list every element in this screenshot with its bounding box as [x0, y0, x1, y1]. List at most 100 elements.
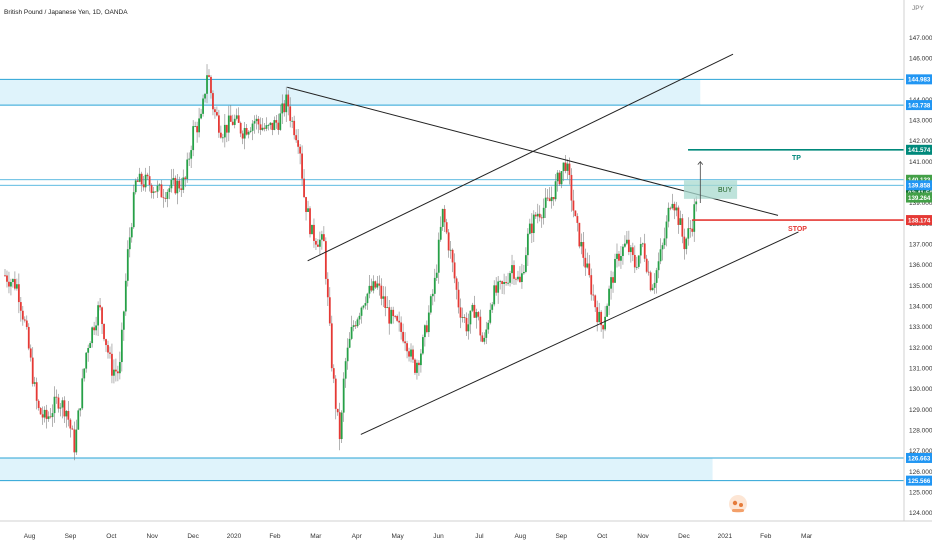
tp-label: TP	[792, 155, 801, 162]
candle-up	[517, 276, 519, 280]
candle-up	[186, 159, 189, 180]
candle-down	[27, 326, 30, 349]
y-tick-label: 135.000	[909, 283, 932, 290]
candle-down	[115, 369, 117, 372]
candle-up	[616, 253, 618, 259]
candle-up	[91, 327, 94, 344]
candle-up	[544, 197, 547, 208]
candle-up	[307, 208, 309, 212]
candle-up	[449, 249, 452, 251]
candle-up	[580, 242, 583, 247]
candle-down	[326, 278, 329, 298]
tradingview-logo[interactable]	[729, 495, 747, 513]
candle-up	[285, 94, 288, 113]
candle-down	[588, 263, 591, 276]
candle-down	[631, 247, 634, 255]
candle-up	[319, 239, 321, 247]
candle-down	[572, 200, 575, 211]
candle-up	[653, 282, 656, 288]
candle-down	[277, 122, 280, 130]
y-tick-label: 146.000	[909, 56, 932, 63]
candle-down	[594, 295, 597, 308]
candle-up	[435, 272, 438, 278]
candle-down	[219, 132, 222, 138]
candle-down	[578, 222, 581, 247]
candle-down	[41, 414, 44, 418]
candle-down	[451, 249, 454, 263]
candle-up	[586, 263, 589, 268]
candle-up	[528, 223, 531, 234]
candle-down	[69, 419, 72, 429]
candle-up	[665, 221, 668, 239]
candle-down	[505, 282, 507, 284]
price-label: 125.566	[908, 478, 931, 485]
candle-down	[691, 228, 694, 232]
candle-up	[223, 124, 226, 138]
price-label-bg	[906, 452, 932, 463]
candle-up	[344, 361, 347, 379]
candle-up	[10, 281, 12, 287]
candle-up	[509, 273, 511, 283]
candle-up	[132, 192, 135, 228]
x-tick-label: 2020	[227, 533, 242, 540]
candle-down	[540, 217, 543, 219]
candle-down	[37, 400, 40, 409]
candle-up	[198, 118, 200, 133]
candle-down	[473, 304, 476, 318]
y-tick-label: 133.000	[909, 324, 932, 331]
candle-down	[178, 180, 181, 189]
candle-down	[530, 223, 533, 234]
x-tick-label: Oct	[597, 533, 607, 540]
x-tick-label: 2021	[718, 533, 733, 540]
candle-up	[524, 255, 527, 272]
candle-up	[204, 93, 206, 99]
candle-down	[4, 275, 6, 277]
candle-down	[231, 121, 234, 125]
candle-up	[364, 303, 367, 306]
price-label-bg	[906, 215, 932, 226]
candle-up	[695, 201, 698, 205]
candle-up	[138, 173, 141, 182]
candle-up	[503, 282, 505, 284]
candle-up	[420, 353, 422, 366]
x-tick-label: Nov	[637, 533, 649, 540]
candle-down	[146, 174, 149, 177]
x-tick-label: Aug	[24, 533, 36, 540]
candle-up	[410, 349, 412, 357]
candle-down	[19, 302, 22, 311]
candle-down	[259, 124, 262, 130]
candle-up	[206, 75, 208, 94]
candle-up	[83, 368, 86, 379]
candle-down	[301, 153, 303, 179]
candle-up	[190, 150, 193, 159]
candle-up	[122, 311, 125, 330]
candle-up	[247, 131, 250, 135]
candle-up	[152, 191, 155, 193]
candle-up	[269, 122, 272, 126]
candle-down	[295, 135, 298, 141]
candle-down	[322, 234, 325, 242]
price-label-bg	[906, 74, 932, 85]
candle-down	[239, 122, 242, 134]
candle-down	[275, 120, 278, 123]
candle-up	[200, 113, 202, 119]
candle-up	[416, 362, 418, 373]
time-axis[interactable]: Aug Sep Oct Nov Dec 2020 Feb Mar Apr May Jun Jul Aug…	[24, 533, 813, 540]
candle-up	[51, 413, 54, 418]
y-tick-label: 136.000	[909, 262, 932, 269]
candle-down	[552, 197, 555, 200]
candle-down	[67, 410, 70, 420]
candle-down	[400, 322, 403, 332]
candle-down	[305, 197, 307, 212]
candle-down	[513, 265, 515, 279]
candle-down	[210, 76, 212, 94]
candle-down	[380, 285, 383, 299]
candle-down	[217, 115, 220, 133]
candle-up	[491, 304, 494, 310]
candle-up	[65, 410, 68, 417]
candle-down	[184, 177, 187, 180]
candle-down	[35, 382, 38, 401]
candle-up	[366, 293, 369, 304]
